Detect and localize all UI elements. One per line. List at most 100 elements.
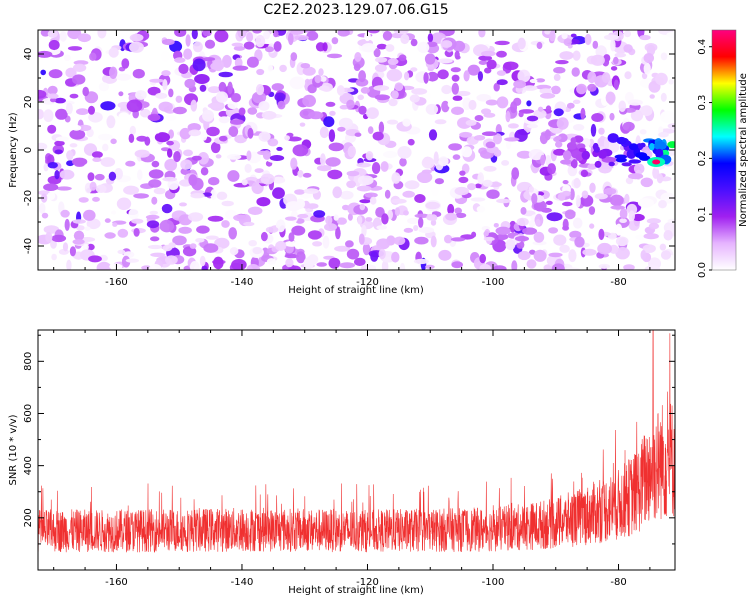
heatmap-cell bbox=[161, 51, 170, 62]
heatmap-cell bbox=[544, 30, 552, 35]
heatmap-cell bbox=[247, 206, 263, 215]
heatmap-cell bbox=[132, 68, 145, 79]
heatmap-cell bbox=[288, 232, 295, 242]
heatmap-cell bbox=[556, 117, 569, 130]
heatmap-cell bbox=[426, 71, 439, 82]
heatmap-cell bbox=[334, 245, 351, 252]
heatmap-cell bbox=[451, 74, 460, 82]
heatmap-cell bbox=[354, 52, 362, 62]
heatmap-cell bbox=[614, 52, 627, 58]
heatmap-cell bbox=[339, 104, 349, 110]
snr-x-tick-label: -120 bbox=[356, 577, 379, 588]
heatmap-cell bbox=[613, 79, 619, 91]
heatmap-cell bbox=[214, 237, 230, 249]
heatmap-cell bbox=[559, 244, 570, 253]
heatmap-cell bbox=[210, 189, 217, 201]
heatmap-cell bbox=[77, 33, 91, 43]
heatmap-cell bbox=[413, 258, 429, 265]
heatmap-cell bbox=[258, 131, 271, 142]
heatmap-cell bbox=[486, 189, 500, 199]
heatmap-signal-cell bbox=[621, 162, 632, 167]
heatmap-cell bbox=[553, 148, 566, 156]
heatmap-cell bbox=[481, 50, 496, 57]
heatmap-cell bbox=[135, 90, 147, 100]
heatmap-cell bbox=[355, 78, 369, 87]
heatmap-signal-cell bbox=[571, 159, 578, 169]
heatmap-cell bbox=[72, 219, 86, 224]
heatmap-cell bbox=[231, 93, 241, 103]
heatmap-cell bbox=[587, 163, 597, 170]
heatmap-cell bbox=[610, 66, 618, 71]
heatmap-cell bbox=[319, 76, 327, 82]
heatmap-cell bbox=[276, 146, 283, 151]
heatmap-cell bbox=[573, 124, 585, 131]
heatmap-cell bbox=[545, 105, 552, 112]
heatmap-cell bbox=[347, 145, 356, 158]
heatmap-cell bbox=[561, 32, 568, 40]
heatmap-cell bbox=[190, 99, 198, 112]
snr-y-tick-label: 400 bbox=[23, 456, 34, 475]
heatmap-cell bbox=[394, 207, 400, 217]
heatmap-cell bbox=[540, 208, 552, 213]
heatmap-cell bbox=[243, 41, 255, 50]
heatmap-cell bbox=[326, 53, 343, 59]
heatmap-cell bbox=[539, 88, 553, 94]
heatmap-cell bbox=[624, 30, 631, 38]
snr-x-tick-label: -140 bbox=[231, 577, 254, 588]
heatmap-cell bbox=[286, 136, 302, 142]
heatmap-cell bbox=[288, 32, 294, 46]
heatmap-cell bbox=[503, 61, 519, 71]
heatmap-cell bbox=[373, 85, 390, 91]
heatmap-cell bbox=[382, 30, 393, 41]
heatmap-cell bbox=[540, 92, 556, 99]
heatmap-cell bbox=[382, 150, 398, 159]
heatmap-cell bbox=[64, 218, 70, 231]
heatmap-cell bbox=[603, 34, 619, 41]
heatmap-cell bbox=[82, 243, 89, 251]
heatmap-cell bbox=[535, 78, 546, 83]
heatmap-cell bbox=[410, 67, 418, 72]
heatmap-cell bbox=[104, 218, 111, 223]
heatmap-signal-cell bbox=[560, 159, 573, 165]
heatmap-cell bbox=[247, 107, 258, 115]
heatmap-cell bbox=[476, 94, 492, 102]
heatmap-cell bbox=[336, 217, 347, 225]
heatmap-cell bbox=[357, 175, 374, 186]
heatmap-cell bbox=[141, 56, 157, 68]
heatmap-cell bbox=[38, 142, 48, 151]
heatmap-cell bbox=[207, 215, 224, 222]
heatmap-cell bbox=[540, 154, 546, 166]
heatmap-cell bbox=[589, 182, 596, 193]
heatmap-cell bbox=[95, 184, 107, 193]
heatmap-cell bbox=[112, 222, 118, 227]
heatmap-cell bbox=[165, 255, 178, 265]
heatmap-cell bbox=[528, 149, 544, 161]
heatmap-cell bbox=[147, 244, 163, 250]
heatmap-cell bbox=[575, 194, 581, 208]
heatmap-cell bbox=[146, 220, 160, 229]
heatmap-cell bbox=[434, 119, 447, 125]
heatmap-cell bbox=[78, 197, 89, 203]
heatmap-cell bbox=[329, 110, 336, 116]
heatmap-cell bbox=[319, 126, 329, 139]
heatmap-cell bbox=[227, 170, 240, 182]
heatmap-cell bbox=[561, 190, 571, 197]
heatmap-cell bbox=[486, 59, 497, 70]
heatmap-cell bbox=[337, 126, 346, 132]
heatmap-cell bbox=[364, 192, 378, 198]
heatmap-cell bbox=[226, 154, 242, 160]
heatmap-cell bbox=[564, 209, 576, 220]
heatmap-cell bbox=[591, 113, 604, 122]
heatmap-cell bbox=[529, 249, 536, 255]
heatmap-cell bbox=[398, 54, 407, 62]
heatmap-cell bbox=[302, 94, 316, 107]
heatmap-cell bbox=[580, 107, 586, 120]
heatmap-cell bbox=[179, 202, 187, 207]
heatmap-cell bbox=[513, 80, 526, 89]
heatmap-cell bbox=[581, 190, 589, 199]
heatmap-cell bbox=[655, 72, 668, 86]
heatmap-cell bbox=[227, 81, 233, 95]
heatmap-cell bbox=[646, 218, 661, 224]
heatmap-cell bbox=[83, 209, 96, 221]
heatmap-cell bbox=[594, 193, 608, 200]
